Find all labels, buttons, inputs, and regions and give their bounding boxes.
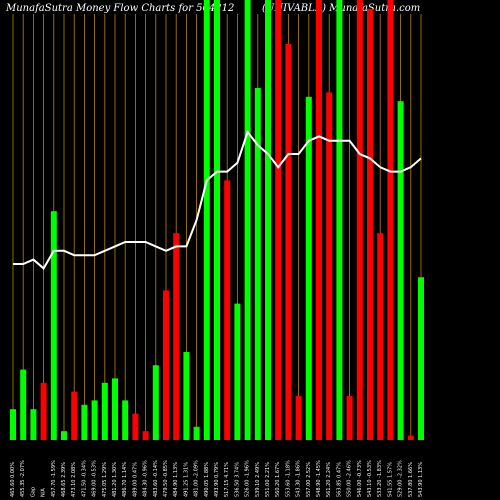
x-tick-label: 484.90 1.13% bbox=[173, 462, 179, 497]
x-tick-label: 533.20 -1.83% bbox=[377, 460, 383, 497]
x-tick-label: 537.80 1.66% bbox=[408, 462, 414, 497]
x-tick-label: 557.00 2.52% bbox=[306, 462, 312, 497]
x-tick-label: 469.00 -0.53% bbox=[92, 460, 98, 497]
money-flow-bar bbox=[71, 391, 78, 440]
money-flow-bar bbox=[316, 0, 322, 440]
money-flow-bar bbox=[346, 396, 353, 440]
x-tick-label: 483.60 -0.14% bbox=[153, 460, 159, 497]
x-tick-label: 455.35 -2.07% bbox=[20, 460, 26, 497]
x-tick-label: 561.20 2.24% bbox=[326, 462, 332, 497]
x-tick-label: 546.00 -0.73% bbox=[357, 460, 363, 497]
chart-title: MunafaSutra Money Flow Charts for 504212 bbox=[6, 3, 235, 14]
money-flow-bar bbox=[122, 400, 129, 440]
x-tick-label: 543.30 -1.86% bbox=[296, 460, 302, 497]
money-flow-bar bbox=[183, 352, 190, 440]
x-tick-label: 481.20 1.30% bbox=[112, 462, 118, 497]
money-flow-bar bbox=[367, 8, 373, 441]
x-tick-label: 551.00 2.21% bbox=[265, 462, 271, 497]
money-flow-bar bbox=[173, 233, 180, 440]
money-flow-bar bbox=[254, 88, 261, 440]
money-flow-bar bbox=[112, 378, 118, 440]
x-tick-label: 490.05 1.88% bbox=[204, 462, 210, 497]
x-tick-label: 486.70 1.14% bbox=[122, 462, 128, 497]
money-flow-bar bbox=[152, 365, 159, 440]
money-flow-bar bbox=[234, 303, 241, 440]
money-flow-bar bbox=[142, 431, 149, 440]
x-tick-label: 473.10 2.08% bbox=[71, 462, 77, 497]
money-flow-bar bbox=[20, 369, 27, 440]
money-flow-bar bbox=[163, 290, 169, 440]
x-tick-label: 563.85 0.47% bbox=[336, 462, 342, 497]
money-flow-bar bbox=[81, 404, 88, 440]
x-tick-label: 553.60 -1.18% bbox=[285, 460, 291, 497]
money-flow-bar bbox=[295, 396, 302, 440]
x-tick-label: 536.50 3.74% bbox=[234, 462, 240, 497]
money-flow-bar bbox=[101, 382, 108, 440]
money-flow-bar bbox=[336, 0, 343, 440]
x-tick-label: 529.00 -2.32% bbox=[398, 460, 404, 497]
money-flow-bar bbox=[397, 101, 404, 440]
x-tick-label: N/A bbox=[41, 488, 47, 497]
money-flow-bar bbox=[61, 431, 67, 440]
x-tick-label: 481.00 -2.09% bbox=[194, 460, 200, 497]
money-flow-bar bbox=[214, 0, 220, 440]
money-flow-bar bbox=[305, 96, 312, 441]
x-tick-label: 479.50 -0.85% bbox=[163, 460, 169, 497]
money-flow-bar bbox=[132, 413, 139, 440]
x-tick-label: 471.50 -0.34% bbox=[81, 460, 87, 497]
money-flow-bar bbox=[377, 233, 384, 440]
money-flow-line bbox=[13, 129, 422, 270]
x-tick-label: 548.90 -1.45% bbox=[316, 460, 322, 497]
x-tick-label: 560.20 1.67% bbox=[275, 462, 281, 497]
money-flow-bar bbox=[10, 409, 16, 440]
x-tick-label: 484.30 -0.96% bbox=[143, 460, 149, 497]
x-tick-label: 543.90 1.13% bbox=[418, 462, 424, 497]
money-flow-bar bbox=[265, 0, 271, 440]
money-flow-bar bbox=[407, 435, 414, 440]
x-tick-label: 457.70 -1.59% bbox=[51, 460, 57, 497]
x-tick-label: 526.00 -1.96% bbox=[245, 460, 251, 497]
x-tick-label: 539.10 2.49% bbox=[255, 462, 261, 497]
money-flow-bar bbox=[244, 0, 251, 440]
x-tick-label: 468.65 2.39% bbox=[61, 462, 67, 497]
money-flow-bar bbox=[275, 0, 282, 440]
x-tick-label: 465.60 0.00% bbox=[10, 462, 16, 497]
x-tick-label: 550.00 -2.46% bbox=[347, 460, 353, 497]
money-flow-bar bbox=[203, 0, 210, 440]
money-flow-bar bbox=[418, 277, 424, 440]
x-tick-label: 517.15 4.71% bbox=[224, 462, 230, 497]
x-tick-label: 543.10 -0.53% bbox=[367, 460, 373, 497]
money-flow-bar bbox=[356, 0, 363, 440]
money-flow-bar bbox=[193, 426, 200, 440]
x-tick-label: 493.90 0.79% bbox=[214, 462, 220, 497]
money-flow-bar bbox=[285, 44, 292, 440]
money-flow-bar bbox=[387, 0, 394, 440]
money-flow-bar bbox=[91, 400, 98, 440]
money-flow-bar bbox=[50, 211, 57, 440]
x-tick-label: 489.00 0.47% bbox=[132, 462, 138, 497]
money-flow-bar bbox=[40, 382, 47, 440]
money-flow-bar bbox=[224, 180, 231, 440]
x-tick-label: 491.25 1.31% bbox=[183, 462, 189, 497]
x-tick-label: 475.05 1.29% bbox=[102, 462, 108, 497]
money-flow-bar bbox=[326, 92, 333, 441]
money-flow-bar bbox=[30, 409, 37, 440]
x-tick-label: Gap bbox=[30, 487, 36, 497]
x-tick-label: 541.55 1.57% bbox=[387, 462, 393, 497]
